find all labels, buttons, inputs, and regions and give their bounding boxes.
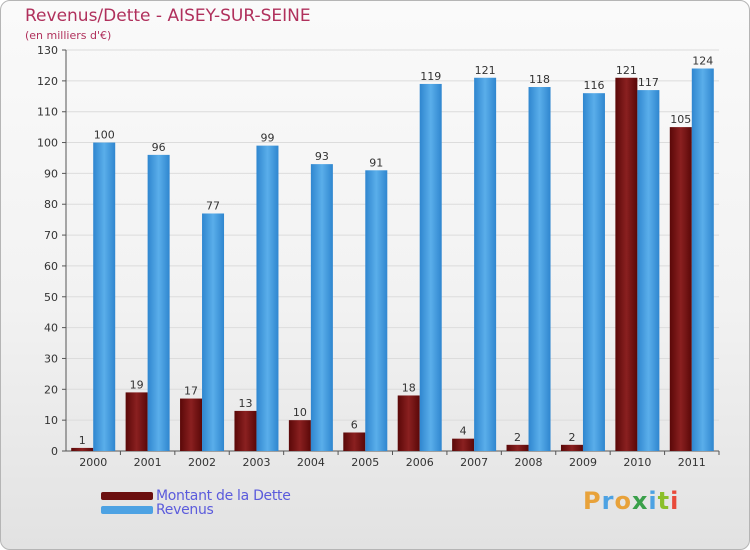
bar-debt xyxy=(234,410,257,451)
x-tick-label: 2005 xyxy=(351,456,379,469)
data-label-revenue: 118 xyxy=(529,73,550,86)
logo-letter: r xyxy=(601,487,615,515)
data-label-debt: 2 xyxy=(514,431,521,444)
bar-debt xyxy=(615,77,638,451)
bar-revenue xyxy=(582,93,605,451)
x-tick-label: 2011 xyxy=(678,456,706,469)
bar-debt xyxy=(452,438,475,451)
x-tick-label: 2008 xyxy=(515,456,543,469)
y-tick-label: 10 xyxy=(44,414,58,427)
bar-debt xyxy=(71,447,94,451)
legend-swatch-revenue xyxy=(101,506,153,514)
bar-revenue xyxy=(147,154,170,451)
bar-revenue xyxy=(637,90,660,451)
logo-letter: P xyxy=(583,487,602,515)
bar-debt xyxy=(343,432,366,451)
y-tick-label: 60 xyxy=(44,260,58,273)
bar-debt xyxy=(180,398,203,451)
data-label-debt: 4 xyxy=(460,425,467,438)
y-tick-label: 130 xyxy=(37,44,58,57)
y-tick-label: 80 xyxy=(44,198,58,211)
y-tick-label: 20 xyxy=(44,383,58,396)
x-tick-label: 2003 xyxy=(242,456,270,469)
bar-revenue xyxy=(474,77,497,451)
data-label-debt: 1 xyxy=(79,434,86,447)
logo-letter: i xyxy=(670,487,680,515)
logo-letter: i xyxy=(648,487,658,515)
data-label-revenue: 99 xyxy=(260,132,274,145)
y-tick-label: 0 xyxy=(51,445,58,458)
proxiti-logo: Proxiti xyxy=(583,487,679,515)
logo-letter: t xyxy=(657,487,671,515)
y-tick-label: 100 xyxy=(37,137,58,150)
x-tick-label: 2006 xyxy=(406,456,434,469)
bar-debt xyxy=(125,392,148,451)
x-tick-label: 2007 xyxy=(460,456,488,469)
data-label-revenue: 121 xyxy=(475,64,496,77)
bar-revenue xyxy=(419,83,442,451)
bar-debt xyxy=(397,395,420,451)
data-label-revenue: 100 xyxy=(94,129,115,142)
x-tick-label: 2010 xyxy=(623,456,651,469)
data-label-revenue: 124 xyxy=(692,55,713,68)
bar-debt xyxy=(669,127,692,451)
y-tick-label: 50 xyxy=(44,291,58,304)
chart-title: Revenus/Dette - AISEY-SUR-SEINE xyxy=(25,6,311,26)
bar-revenue xyxy=(256,145,279,451)
data-label-revenue: 117 xyxy=(638,76,659,89)
x-tick-label: 2002 xyxy=(188,456,216,469)
bar-debt xyxy=(288,420,311,451)
data-label-revenue: 116 xyxy=(583,79,604,92)
data-label-revenue: 119 xyxy=(420,70,441,83)
y-tick-label: 90 xyxy=(44,167,58,180)
bar-revenue xyxy=(691,68,714,451)
y-tick-label: 40 xyxy=(44,322,58,335)
data-label-debt: 2 xyxy=(568,431,575,444)
data-label-debt: 6 xyxy=(351,418,358,431)
x-tick-label: 2004 xyxy=(297,456,325,469)
data-label-debt: 19 xyxy=(130,378,144,391)
legend-swatch-debt xyxy=(101,492,153,500)
legend-label-debt: Montant de la Dette xyxy=(156,488,291,504)
data-label-debt: 13 xyxy=(238,397,252,410)
data-label-revenue: 96 xyxy=(152,141,166,154)
bar-revenue xyxy=(365,170,388,452)
data-label-debt: 10 xyxy=(293,406,307,419)
legend-item-revenue: Revenus xyxy=(101,502,214,518)
legend-item-debt: Montant de la Dette xyxy=(101,488,291,504)
y-tick-label: 70 xyxy=(44,229,58,242)
x-tick-label: 2000 xyxy=(79,456,107,469)
bar-revenue xyxy=(93,142,116,452)
bar-revenue xyxy=(202,213,225,451)
data-label-revenue: 77 xyxy=(206,199,220,212)
data-label-debt: 17 xyxy=(184,385,198,398)
logo-letter: o xyxy=(614,487,632,515)
data-label-revenue: 93 xyxy=(315,150,329,163)
bar-debt xyxy=(560,444,583,451)
data-label-revenue: 91 xyxy=(369,156,383,169)
x-tick-label: 2009 xyxy=(569,456,597,469)
y-tick-label: 110 xyxy=(37,106,58,119)
bar-revenue xyxy=(528,87,551,451)
y-tick-label: 30 xyxy=(44,352,58,365)
data-label-debt: 121 xyxy=(616,64,637,77)
data-label-debt: 18 xyxy=(402,381,416,394)
legend-label-revenue: Revenus xyxy=(156,502,214,518)
x-tick-label: 2001 xyxy=(134,456,162,469)
bar-debt xyxy=(506,444,529,451)
data-label-debt: 105 xyxy=(670,113,691,126)
chart-subtitle: (en milliers d'€) xyxy=(25,29,112,42)
logo-letter: x xyxy=(631,487,649,515)
bar-revenue xyxy=(310,164,333,451)
y-tick-label: 120 xyxy=(37,75,58,88)
